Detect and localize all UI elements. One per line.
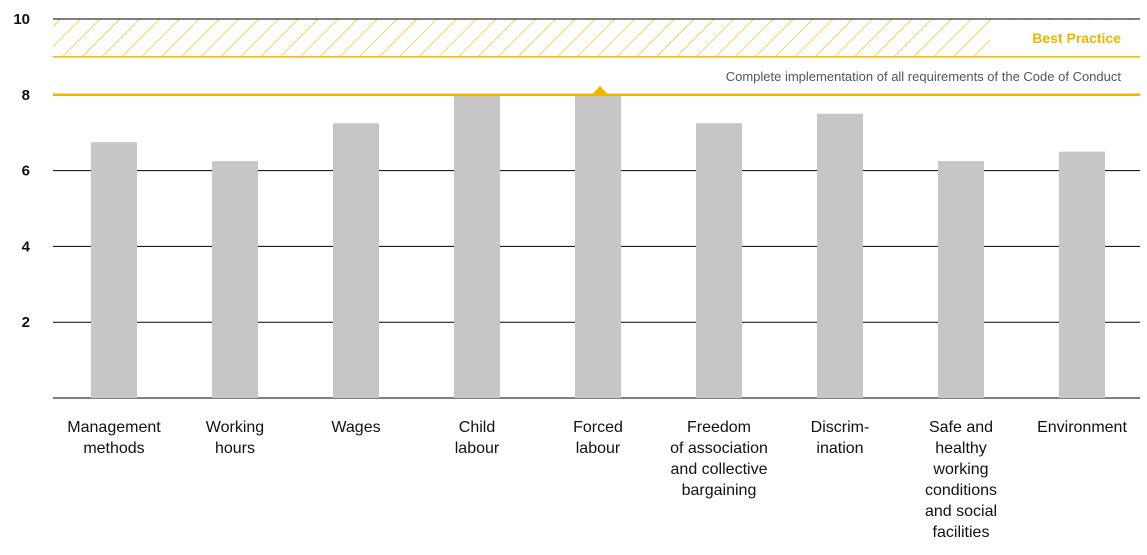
x-tick-label-line: Safe and [929, 419, 993, 436]
best-practice-label: Best Practice [1032, 30, 1121, 46]
target-marker [592, 85, 608, 95]
y-tick-layer: 2 4 6 8 10 [13, 11, 30, 331]
x-tick-label-line: of association [670, 440, 768, 457]
x-tick-label-line: Working [206, 419, 264, 436]
x-tick-label-line: hours [215, 440, 255, 457]
x-tick-label-line: conditions [925, 482, 997, 499]
x-tick-label-line: Management [67, 419, 161, 436]
x-tick-label-line: and collective [671, 461, 768, 478]
x-tick-label-5: Forced labour [573, 419, 623, 457]
bar-4 [454, 94, 500, 399]
bar-7 [817, 113, 863, 398]
x-tick-label-line: Discrim- [811, 419, 870, 436]
y-tick-label-2: 2 [22, 314, 30, 331]
y-tick-label-10: 10 [13, 11, 30, 28]
x-tick-label-3: Wages [331, 419, 380, 436]
x-tick-label-line: labour [455, 440, 500, 457]
x-tick-label-line: healthy [935, 440, 987, 457]
bar-1 [91, 142, 137, 398]
bar-8 [938, 161, 984, 398]
y-tick-label-8: 8 [22, 87, 30, 104]
bar-3 [333, 123, 379, 398]
target-line-label: Complete implementation of all requireme… [726, 69, 1122, 84]
x-tick-label-1: Management methods [67, 419, 161, 457]
bar-9 [1059, 151, 1105, 398]
x-tick-label-line: methods [83, 440, 144, 457]
x-tick-label-line: Environment [1037, 419, 1127, 436]
x-tick-label-7: Discrim-ination [811, 419, 870, 457]
x-tick-label-line: labour [576, 440, 621, 457]
x-tick-label-line: ination [816, 440, 863, 457]
x-tick-label-line: bargaining [682, 482, 757, 499]
best-practice-band [53, 19, 1140, 57]
bar-2 [212, 161, 258, 398]
x-tick-layer: Management methods Working hours Wages Child l… [67, 419, 1127, 541]
x-tick-label-line: and social [925, 503, 997, 520]
x-tick-label-9: Environment [1037, 419, 1127, 436]
bar-6 [696, 123, 742, 398]
x-tick-label-6: Freedom of association and collective barga… [670, 419, 768, 499]
x-tick-label-2: Working hours [206, 419, 264, 457]
bar-layer [91, 94, 1105, 399]
x-tick-label-line: Wages [331, 419, 380, 436]
best-practice-band-layer: Best Practice [53, 19, 1140, 58]
x-tick-label-line: Freedom [687, 419, 751, 436]
best-practice-label-box [990, 20, 1140, 56]
y-tick-label-6: 6 [22, 163, 30, 180]
x-tick-label-4: Child labour [455, 419, 500, 457]
target-line-layer: Complete implementation of all requireme… [53, 69, 1140, 97]
x-tick-label-line: facilities [933, 524, 990, 541]
y-tick-label-4: 4 [22, 238, 31, 255]
x-tick-label-line: Forced [573, 419, 623, 436]
bar-5 [575, 94, 621, 399]
x-tick-label-8: Safe and healthy working conditions and soci… [925, 419, 997, 541]
x-tick-label-line: Child [459, 419, 495, 436]
x-tick-label-line: working [932, 461, 988, 478]
